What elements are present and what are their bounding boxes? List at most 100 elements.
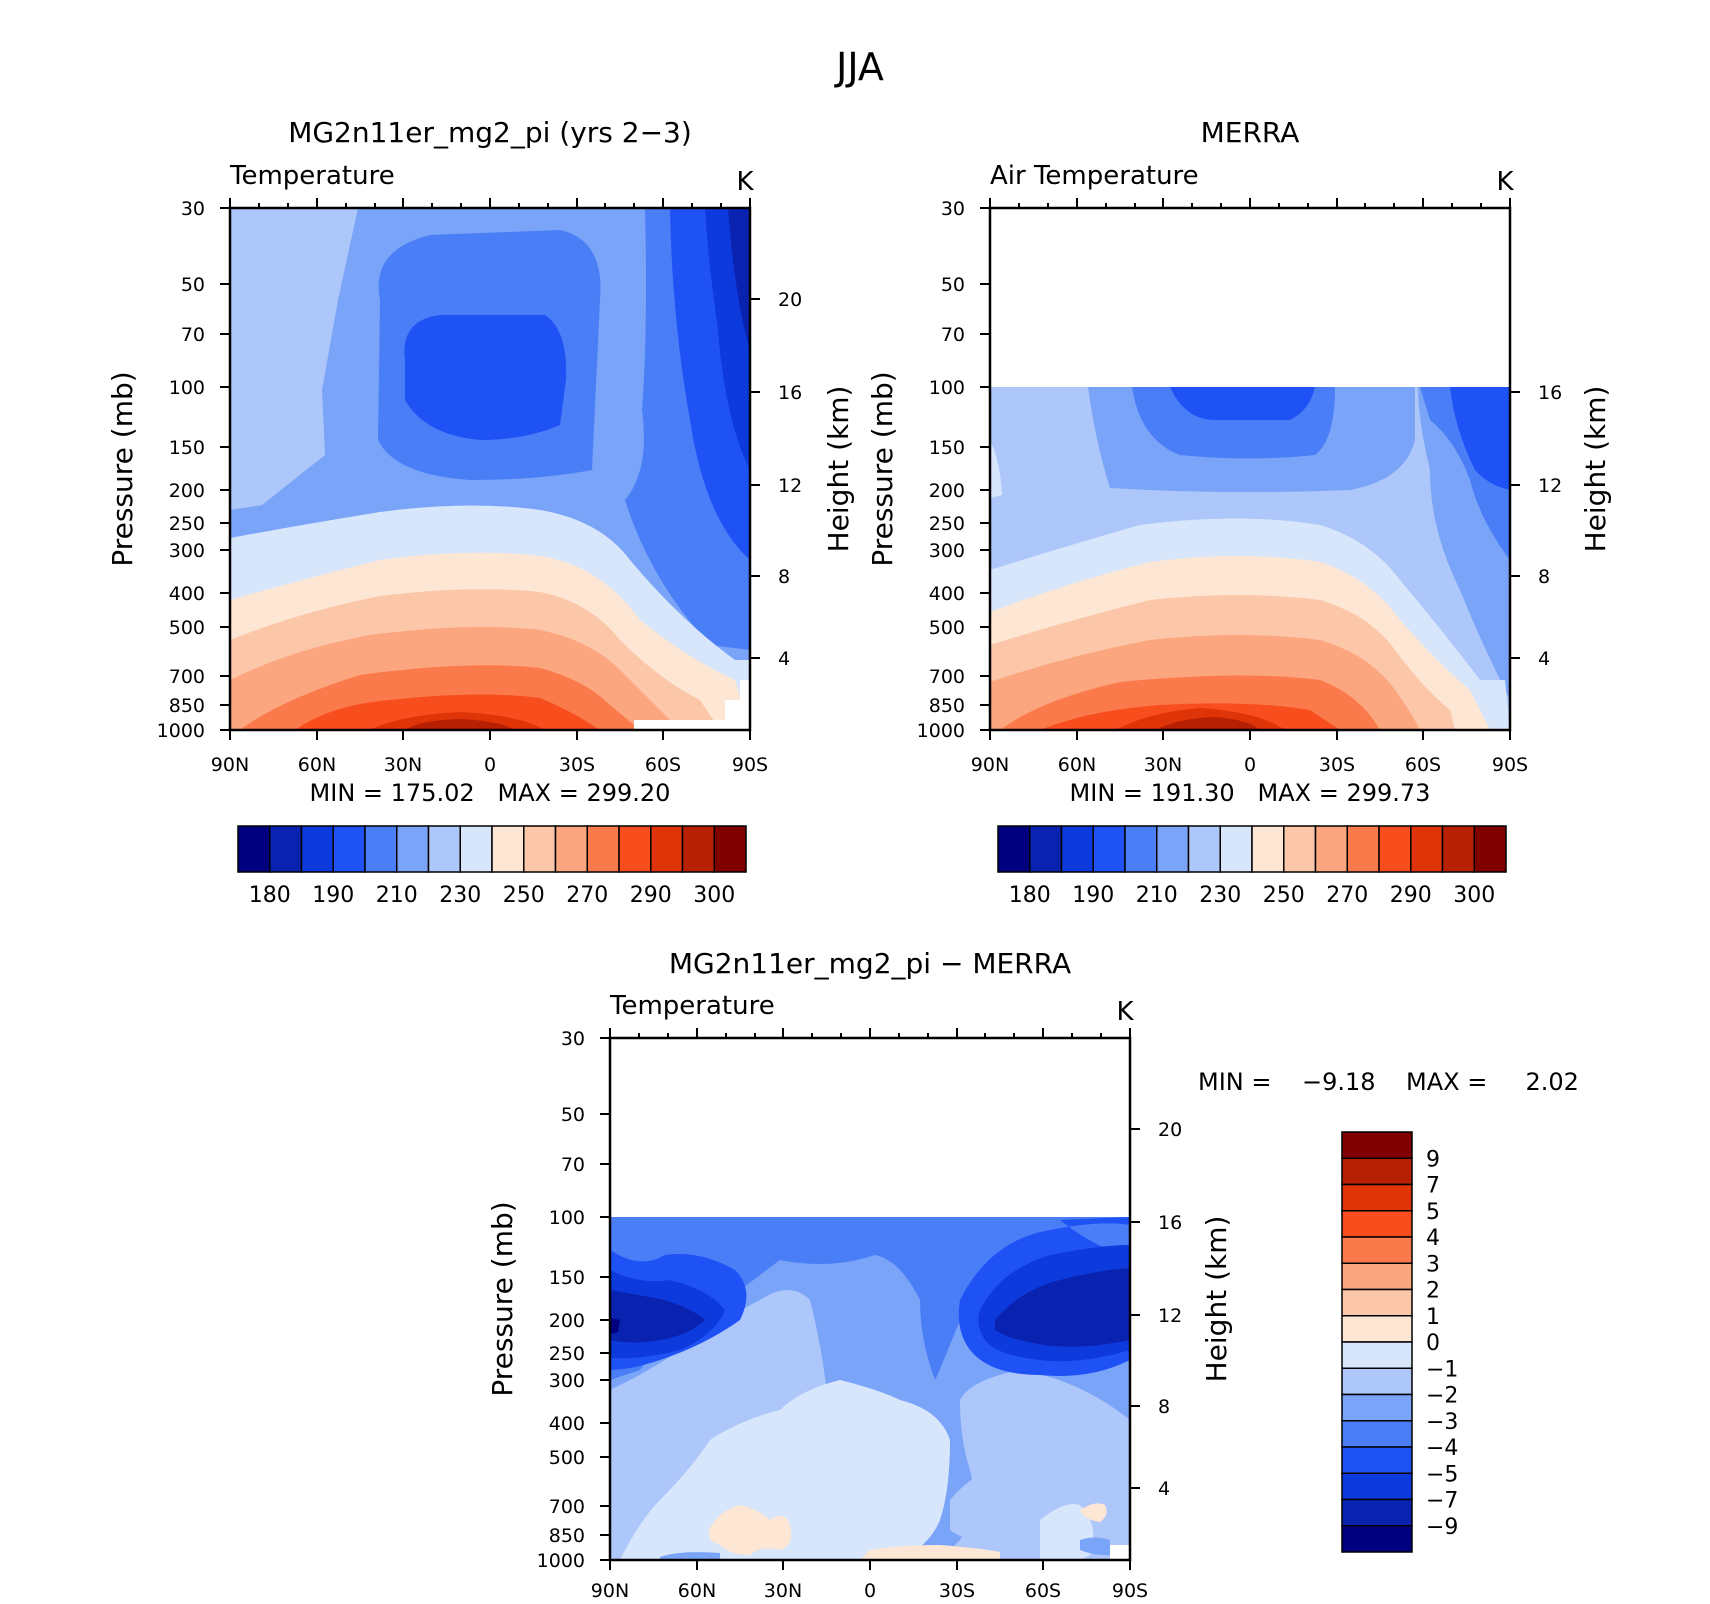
colorbar-swatch <box>237 825 271 873</box>
figure-title: JJA <box>834 45 884 89</box>
panel-obs: MERRA Air Temperature K <box>866 116 1612 908</box>
panel-model: MG2n11er_mg2_pi (yrs 2−3) Temperature K <box>106 116 855 908</box>
height-tick-label: 20 <box>1158 1119 1182 1141</box>
colorbar-label: 5 <box>1426 1200 1440 1225</box>
temperature-band-polar-4 <box>728 208 750 350</box>
y-tick-label: 1000 <box>157 720 205 742</box>
temperature-band-200 <box>1170 387 1315 420</box>
colorbar-swatch <box>332 825 366 873</box>
colorbar-label: 2 <box>1426 1279 1440 1304</box>
height-tick-label: 20 <box>778 289 802 311</box>
x-tick-label: 90N <box>211 754 249 776</box>
y-tick-label: 30 <box>941 198 965 220</box>
panel-model-y-axis: 30 50 70 100 150 200 250 300 400 500 700… <box>106 198 230 742</box>
y-tick-label: 70 <box>561 1154 585 1176</box>
difference-band-minus-9 <box>610 1268 1130 1347</box>
colorbar-swatch <box>1341 1157 1413 1186</box>
difference-band-minus-11 <box>610 1318 620 1334</box>
colorbar-label: 180 <box>249 883 291 908</box>
colorbar-swatch <box>396 825 430 873</box>
x-tick-label: 60N <box>678 1580 716 1600</box>
panel-diff: MG2n11er_mg2_pi − MERRA Temperature K <box>486 947 1579 1602</box>
panel-obs-units: K <box>1496 167 1514 197</box>
panel-diff-title: MG2n11er_mg2_pi − MERRA <box>669 947 1071 980</box>
colorbar-swatch <box>650 825 684 873</box>
colorbar-swatch <box>1341 1341 1413 1369</box>
height-axis-title: Height (km) <box>1579 386 1612 553</box>
colorbar-swatch <box>1156 825 1190 873</box>
y-tick-label: 150 <box>169 437 205 459</box>
colorbar-swatch <box>681 825 715 873</box>
panel-obs-stats: MIN = 191.30 MAX = 299.73 <box>1070 779 1431 807</box>
y-tick-label: 850 <box>549 1525 585 1547</box>
temperature-band-200 <box>404 315 567 440</box>
y-tick-label: 500 <box>169 617 205 639</box>
x-tick-label: 30N <box>1144 754 1182 776</box>
y-tick-label: 50 <box>181 274 205 296</box>
y-tick-label: 250 <box>929 513 965 535</box>
colorbar-swatch <box>1251 825 1285 873</box>
colorbar-swatch <box>713 825 747 873</box>
colorbar-swatch <box>1341 1525 1413 1553</box>
x-tick-label: 30N <box>764 1580 802 1600</box>
y-tick-label: 200 <box>169 480 205 502</box>
height-tick-label: 4 <box>1158 1478 1170 1500</box>
temperature-band-310 <box>1155 717 1260 730</box>
y-tick-label: 100 <box>169 377 205 399</box>
colorbar-swatch <box>1410 825 1444 873</box>
colorbar-swatch <box>1341 1131 1413 1159</box>
x-tick-label: 90N <box>971 754 1009 776</box>
panel-obs-colorbar: 180 190 210 230 250 270 290 300 <box>997 825 1507 908</box>
panel-obs-field <box>990 387 1510 730</box>
colorbar-swatch <box>1341 1498 1413 1527</box>
panel-obs-x-axis: 90N 60N 30N 0 30S 60S 90S <box>971 730 1528 776</box>
colorbar-swatch <box>1341 1210 1413 1238</box>
colorbar-swatch <box>300 825 334 873</box>
temperature-band-250-sliver <box>990 440 1002 498</box>
y-tick-label: 70 <box>181 324 205 346</box>
x-tick-label: 0 <box>1244 754 1256 776</box>
x-tick-label: 90S <box>1492 754 1528 776</box>
colorbar-swatch <box>554 825 588 873</box>
y-tick-label: 250 <box>549 1343 585 1365</box>
y-tick-label: 250 <box>169 513 205 535</box>
temperature-band-310 <box>405 719 515 730</box>
y-tick-label: 100 <box>929 377 965 399</box>
x-tick-label: 60S <box>645 754 681 776</box>
x-tick-label: 90S <box>732 754 768 776</box>
x-tick-label: 90S <box>1112 1580 1148 1600</box>
height-axis-title: Height (km) <box>1200 1216 1233 1383</box>
y-tick-label: 700 <box>169 666 205 688</box>
x-tick-label: 30S <box>939 1580 975 1600</box>
colorbar-swatch <box>269 825 303 873</box>
x-tick-label: 0 <box>484 754 496 776</box>
height-axis-title: Height (km) <box>822 386 855 553</box>
colorbar-swatch <box>1092 825 1126 873</box>
temperature-band-polar-3 <box>1450 387 1510 490</box>
y-axis-title: Pressure (mb) <box>106 371 139 566</box>
y-tick-label: 300 <box>549 1370 585 1392</box>
y-axis-title: Pressure (mb) <box>866 371 899 566</box>
y-tick-label: 500 <box>549 1447 585 1469</box>
x-tick-label: 60S <box>1405 754 1441 776</box>
colorbar-label: 210 <box>376 883 418 908</box>
panel-obs-height-axis: 16 12 8 4 Height (km) <box>1510 382 1612 670</box>
difference-band-0 <box>708 1503 1107 1560</box>
colorbar-label: 7 <box>1426 1174 1440 1199</box>
y-tick-label: 1000 <box>537 1550 585 1572</box>
colorbar-swatch <box>1187 825 1221 873</box>
x-tick-label: 90N <box>591 1580 629 1600</box>
y-tick-label: 300 <box>169 540 205 562</box>
panel-obs-title: MERRA <box>1201 116 1300 149</box>
panel-model-field <box>230 208 750 730</box>
colorbar-swatch <box>1060 825 1094 873</box>
panel-diff-stats: MIN = −9.18 MAX = 2.02 <box>1198 1068 1579 1096</box>
panel-obs-top-ticks <box>989 198 1511 208</box>
x-tick-label: 60N <box>1058 754 1096 776</box>
colorbar-swatch <box>1341 1367 1413 1396</box>
panel-diff-x-axis: 90N 60N 30N 0 30S 60S 90S <box>591 1560 1148 1602</box>
x-tick-label: 30N <box>384 754 422 776</box>
colorbar-swatch <box>1341 1446 1413 1474</box>
